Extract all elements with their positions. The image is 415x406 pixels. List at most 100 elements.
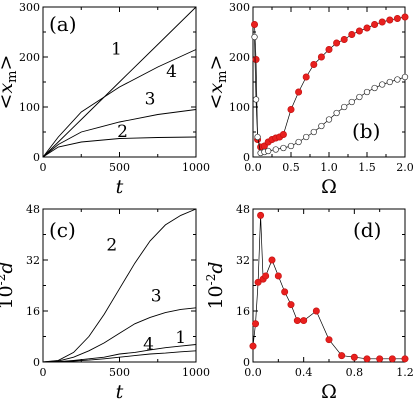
y-tick-label: 16 bbox=[26, 305, 40, 318]
y-tick-label: 300 bbox=[19, 1, 40, 14]
data-point-filled bbox=[376, 355, 384, 363]
data-point-filled bbox=[348, 30, 356, 38]
data-point-open bbox=[333, 109, 340, 117]
data-point-filled bbox=[363, 355, 371, 363]
y-tick-label: 32 bbox=[236, 254, 250, 267]
y-tick-label: 100 bbox=[229, 101, 250, 114]
y-tick-label: 0 bbox=[33, 356, 40, 369]
y-axis-label: <xm> bbox=[0, 55, 20, 110]
x-tick-label: 0.0 bbox=[244, 366, 262, 379]
data-point-open bbox=[394, 76, 401, 83]
data-point-filled bbox=[340, 35, 348, 43]
data-point-filled bbox=[312, 307, 320, 315]
data-point-open bbox=[295, 138, 302, 146]
x-tick-label: 0.8 bbox=[346, 366, 364, 379]
y-axis-label: <xm> bbox=[205, 55, 230, 110]
data-point-filled bbox=[252, 320, 260, 328]
x-tick-label: 1.2 bbox=[396, 366, 414, 379]
data-point-filled bbox=[355, 27, 363, 35]
panel-label: (c) bbox=[49, 218, 76, 242]
series-line-3 bbox=[42, 109, 197, 158]
data-point-open bbox=[318, 122, 325, 130]
series-line-1 bbox=[42, 6, 197, 158]
data-point-filled bbox=[310, 60, 318, 68]
x-axis-label: Ω bbox=[321, 381, 337, 403]
data-point-filled bbox=[254, 278, 262, 286]
data-point-open bbox=[310, 128, 317, 136]
data-point-open bbox=[379, 81, 386, 88]
curve-label: 4 bbox=[166, 62, 177, 82]
data-point-filled bbox=[371, 20, 379, 28]
curve-label: 4 bbox=[143, 334, 154, 354]
data-point-filled bbox=[279, 131, 287, 139]
data-point-open bbox=[252, 96, 260, 103]
data-point-filled bbox=[300, 317, 308, 325]
panel-b: 0.0 0.5 1.0 1.5 2.0 0 100 200 300 Ω <xm> (b) bbox=[205, 1, 414, 198]
data-point-filled bbox=[388, 355, 396, 363]
series-line-2 bbox=[42, 136, 197, 158]
data-point-open bbox=[363, 88, 371, 96]
panel-label: (a) bbox=[49, 12, 77, 36]
data-point-filled bbox=[249, 342, 257, 350]
curve-label: 3 bbox=[151, 286, 162, 306]
y-tick-label: 200 bbox=[229, 51, 250, 64]
x-tick-label: 1.0 bbox=[320, 161, 338, 174]
data-point-open bbox=[371, 84, 378, 92]
data-point-filled bbox=[287, 301, 295, 309]
curve-label: 1 bbox=[111, 40, 122, 60]
data-point-filled bbox=[302, 73, 310, 81]
data-point-filled bbox=[252, 55, 260, 63]
curve-label: 1 bbox=[175, 328, 186, 348]
data-point-filled bbox=[401, 13, 409, 21]
data-point-open bbox=[280, 144, 287, 152]
data-point-filled bbox=[386, 16, 394, 24]
series-line-4 bbox=[42, 350, 197, 363]
panel-d: 0.0 0.4 0.8 1.2 0 16 32 48 Ω 10-2d (d) bbox=[204, 203, 414, 403]
series-line-2 bbox=[42, 208, 197, 363]
x-tick-label: 0.5 bbox=[282, 161, 300, 174]
data-point-filled bbox=[317, 53, 325, 61]
panel-label: (b) bbox=[352, 119, 380, 143]
series-line-3 bbox=[42, 307, 197, 363]
data-point-open bbox=[325, 116, 333, 123]
data-point-filled bbox=[333, 39, 341, 47]
data-point-filled bbox=[325, 45, 333, 53]
x-tick-label: 1.5 bbox=[358, 161, 376, 174]
y-tick-label: 300 bbox=[229, 1, 250, 14]
x-tick-label: 1000 bbox=[182, 161, 210, 174]
x-axis-label: t bbox=[116, 381, 124, 403]
curve-label: 3 bbox=[145, 90, 156, 110]
data-point-filled bbox=[262, 272, 270, 280]
data-point-filled bbox=[338, 352, 346, 360]
x-tick-label: 0 bbox=[40, 366, 47, 379]
y-tick-label: 0 bbox=[243, 151, 250, 164]
x-tick-label: 1000 bbox=[182, 366, 210, 379]
data-point-filled bbox=[295, 88, 303, 96]
data-point-filled bbox=[257, 211, 265, 219]
x-axis-label: Ω bbox=[321, 176, 337, 198]
data-point-filled bbox=[251, 20, 259, 28]
y-tick-label: 16 bbox=[236, 305, 250, 318]
data-point-filled bbox=[325, 336, 333, 344]
x-tick-label: 500 bbox=[109, 161, 130, 174]
y-tick-label: 32 bbox=[26, 254, 40, 267]
y-tick-label: 0 bbox=[243, 356, 250, 369]
data-point-open bbox=[272, 146, 279, 153]
data-point-filled bbox=[281, 288, 289, 296]
x-tick-label: 500 bbox=[109, 366, 130, 379]
data-point-open bbox=[386, 78, 393, 86]
data-point-open bbox=[348, 98, 355, 106]
data-point-filled bbox=[401, 355, 409, 363]
panel-c: 0 500 1000 0 16 32 48 t 10-2d (c) 2 3 1 4 bbox=[0, 203, 210, 403]
data-point-open bbox=[401, 73, 409, 81]
data-point-open bbox=[251, 33, 258, 41]
x-tick-label: 0.4 bbox=[295, 366, 313, 379]
x-tick-label: 0 bbox=[40, 161, 47, 174]
data-point-filled bbox=[378, 18, 386, 26]
data-point-open bbox=[303, 133, 310, 141]
series-line-4 bbox=[42, 49, 197, 158]
data-point-filled bbox=[363, 24, 371, 32]
data-point-filled bbox=[293, 317, 301, 325]
curve-label: 2 bbox=[106, 235, 117, 255]
data-point-filled bbox=[287, 106, 295, 114]
